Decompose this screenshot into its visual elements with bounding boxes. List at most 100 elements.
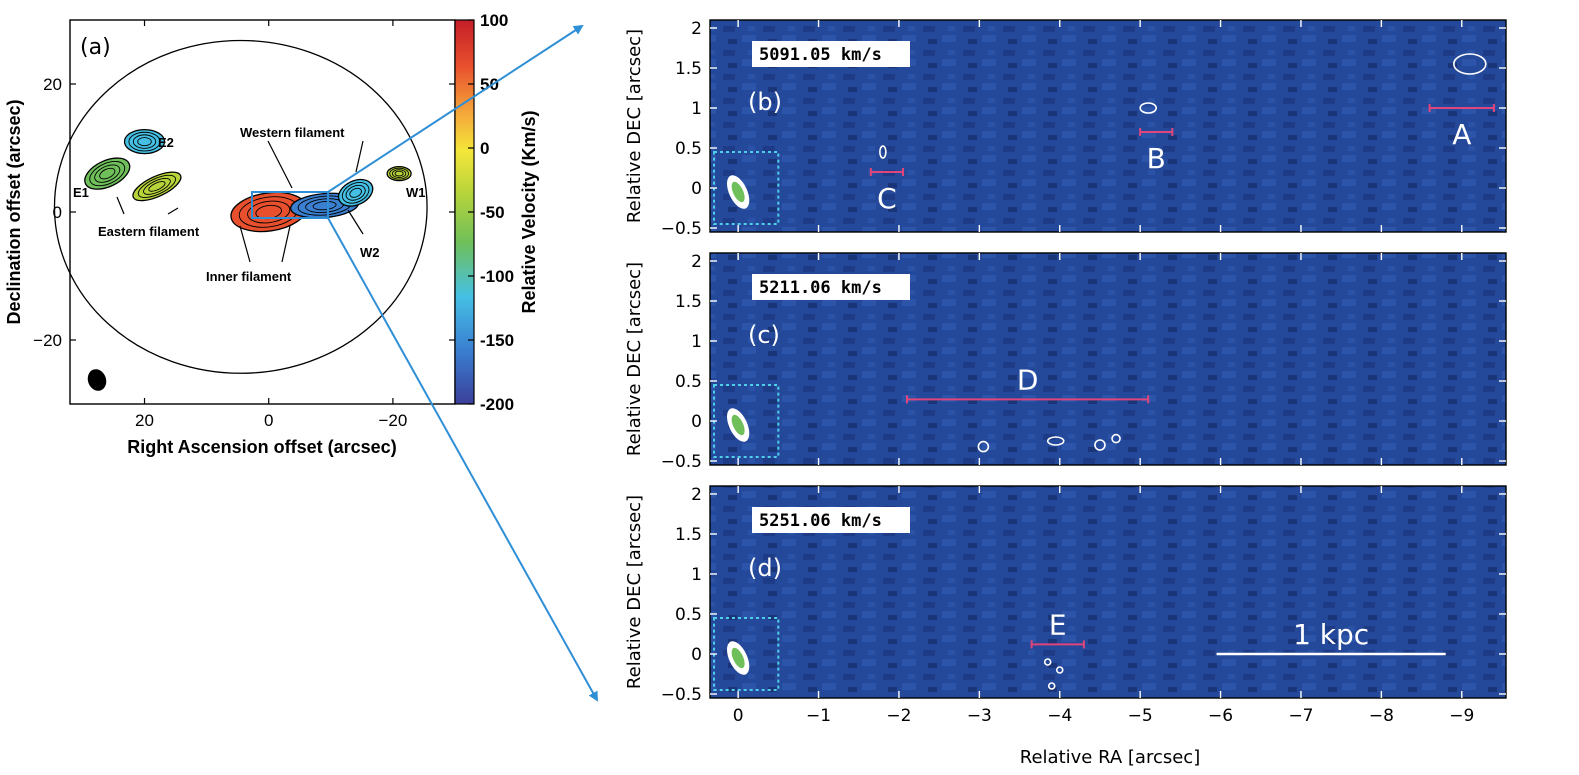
region-w1 bbox=[386, 165, 412, 182]
region-contour bbox=[345, 184, 366, 201]
y-tick-label: 0 bbox=[691, 179, 702, 199]
y-tick-label: 1.5 bbox=[675, 525, 702, 545]
region-contour bbox=[94, 164, 121, 183]
channel-map-frame bbox=[709, 19, 1507, 233]
colorbar-tick-label: 0 bbox=[480, 139, 489, 158]
panel-a: (a) 20 0 −20 20 0 −20 Right Ascension offset … bbox=[4, 19, 456, 457]
zoom-region-box bbox=[251, 191, 329, 219]
panel-a-x-label: Right Ascension offset (arcsec) bbox=[127, 437, 396, 457]
panel-a-x-tick-label: 20 bbox=[135, 411, 154, 430]
feature-label-c: C bbox=[877, 182, 897, 215]
panel-a-x-tick-label: −20 bbox=[378, 411, 407, 430]
emission-contour bbox=[1111, 433, 1121, 444]
region-emission bbox=[123, 128, 166, 155]
panel-a-y-tick-label: −20 bbox=[33, 331, 62, 350]
region-e1 bbox=[84, 157, 131, 190]
channel-map-frame bbox=[709, 485, 1507, 699]
beam-ellipse bbox=[87, 369, 107, 391]
emission-contour bbox=[1043, 658, 1052, 666]
region-eastern-filament bbox=[132, 171, 182, 202]
region-emission bbox=[337, 178, 374, 207]
region-label-eastern-filament: Eastern filament bbox=[98, 224, 200, 239]
region-contour bbox=[148, 181, 166, 192]
relative-dec-label: Relative DEC [arcsec] bbox=[624, 29, 645, 223]
feature-label-e: E bbox=[1049, 608, 1067, 641]
region-contour bbox=[341, 181, 370, 204]
panel-label: (b) bbox=[748, 88, 782, 116]
y-tick-label: −0.5 bbox=[661, 452, 702, 472]
zoom-arrows bbox=[327, 24, 598, 702]
feature-label-b: B bbox=[1147, 142, 1166, 175]
panel-a-ticks: 20 0 −20 20 0 −20 bbox=[33, 20, 455, 430]
region-emission bbox=[132, 171, 182, 202]
y-tick-label: 0.5 bbox=[675, 372, 702, 392]
panel-a-label: (a) bbox=[80, 35, 111, 60]
emission-contour bbox=[1055, 666, 1064, 674]
region-label-western-filament: Western filament bbox=[240, 125, 345, 140]
feature-label-d: D bbox=[1017, 363, 1039, 396]
x-tick-label: −9 bbox=[1449, 706, 1474, 726]
colorbar-tick-label: -150 bbox=[480, 331, 514, 350]
region-contour bbox=[137, 174, 177, 198]
relative-dec-label: Relative DEC [arcsec] bbox=[624, 495, 645, 689]
core-emission-inner bbox=[731, 647, 745, 669]
emission-contour bbox=[1046, 436, 1065, 446]
y-tick-label: 0 bbox=[691, 645, 702, 665]
x-tick-label: −2 bbox=[886, 706, 911, 726]
channel-map-frame bbox=[709, 252, 1507, 466]
region-contour bbox=[128, 131, 161, 152]
y-tick-label: −0.5 bbox=[661, 685, 702, 705]
x-tick-label: −7 bbox=[1288, 706, 1313, 726]
core-emission-inner bbox=[731, 414, 745, 436]
region-contour bbox=[394, 170, 404, 177]
y-tick-label: 2 bbox=[691, 485, 702, 505]
emission-contour bbox=[1139, 102, 1158, 114]
leader-lines bbox=[116, 140, 364, 263]
channel-panel-b: 5091.05 km/s (b) A B C 2 1.5 1 0.5 0 −0.5 Relative … bbox=[624, 19, 1507, 239]
region-contour bbox=[132, 134, 157, 149]
region-label-e1: E1 bbox=[73, 185, 89, 200]
colorbar-tick-label: -200 bbox=[480, 395, 514, 414]
emission-contour bbox=[1453, 53, 1487, 75]
velocity-label-box bbox=[752, 274, 910, 300]
arrow-upper bbox=[327, 24, 584, 193]
relative-ra-label: Relative RA [arcsec] bbox=[1020, 747, 1200, 768]
emission-contour bbox=[1047, 682, 1056, 690]
velocity-label-box bbox=[752, 507, 910, 533]
region-contour bbox=[89, 161, 126, 187]
region-emission bbox=[386, 165, 412, 182]
region-contour bbox=[391, 169, 407, 178]
relative-dec-label: Relative DEC [arcsec] bbox=[624, 262, 645, 456]
region-label-inner-filament: Inner filament bbox=[206, 269, 292, 284]
panel-label: (d) bbox=[748, 554, 782, 582]
region-contour bbox=[312, 200, 337, 211]
colorbar-tick-label: -100 bbox=[480, 267, 514, 286]
emission-contour bbox=[977, 440, 990, 453]
region-label-w2: W2 bbox=[360, 245, 380, 260]
field-of-view-circle bbox=[53, 39, 428, 374]
core-emission-inner bbox=[731, 181, 745, 203]
x-tick-label: −8 bbox=[1369, 706, 1394, 726]
colorbar-tick-label: 100 bbox=[480, 11, 508, 30]
emission-contour bbox=[1094, 439, 1106, 451]
y-tick-label: 1.5 bbox=[675, 59, 702, 79]
velocity-regions bbox=[84, 128, 412, 233]
region-contour bbox=[389, 167, 409, 180]
y-tick-label: 2 bbox=[691, 252, 702, 272]
x-tick-label: −1 bbox=[806, 706, 831, 726]
panel-a-y-tick-label: 0 bbox=[53, 203, 62, 222]
feature-label-a: A bbox=[1452, 118, 1471, 151]
channel-panel-c: 5211.06 km/s (c) D 2 1.5 1 0.5 0 −0.5 Relative DE… bbox=[624, 252, 1507, 472]
y-tick-label: 2 bbox=[691, 19, 702, 39]
y-tick-label: 1 bbox=[691, 99, 702, 119]
velocity-label: 5091.05 km/s bbox=[759, 45, 882, 65]
region-contour bbox=[99, 167, 116, 180]
y-tick-label: −0.5 bbox=[661, 219, 702, 239]
y-tick-label: 0.5 bbox=[675, 605, 702, 625]
region-contour bbox=[143, 177, 171, 195]
x-tick-label: 0 bbox=[733, 706, 744, 726]
region-e2 bbox=[123, 128, 166, 155]
x-tick-label: −3 bbox=[967, 706, 992, 726]
channel-panels: 5091.05 km/s (b) A B C 2 1.5 1 0.5 0 −0.5 Relative … bbox=[624, 19, 1507, 726]
